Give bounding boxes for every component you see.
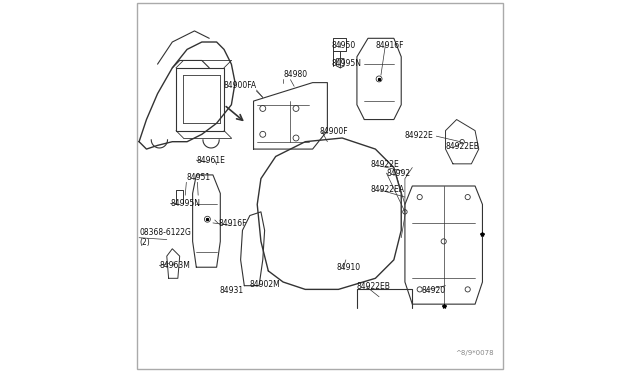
Text: 84995N: 84995N bbox=[170, 199, 200, 208]
Text: 84980: 84980 bbox=[283, 70, 307, 79]
Text: 84922E: 84922E bbox=[405, 131, 434, 140]
Text: 84931: 84931 bbox=[220, 286, 244, 295]
Text: 84963M: 84963M bbox=[159, 261, 190, 270]
Text: 84922EB: 84922EB bbox=[445, 142, 479, 151]
Text: 84922EB: 84922EB bbox=[357, 282, 391, 291]
Text: 84900F: 84900F bbox=[320, 127, 349, 136]
Text: 84992: 84992 bbox=[387, 169, 411, 177]
Text: 84900FA: 84900FA bbox=[223, 81, 257, 90]
Text: 84916F: 84916F bbox=[218, 219, 247, 228]
Text: ^8/9*0078: ^8/9*0078 bbox=[455, 350, 493, 356]
Text: 84910: 84910 bbox=[337, 263, 361, 272]
Text: 84951: 84951 bbox=[186, 173, 211, 182]
Text: 84961E: 84961E bbox=[196, 155, 225, 165]
Text: 84902M: 84902M bbox=[250, 280, 280, 289]
Text: 84922EA: 84922EA bbox=[371, 185, 405, 194]
Text: 84920: 84920 bbox=[422, 286, 445, 295]
Text: 84916F: 84916F bbox=[376, 41, 404, 50]
Text: 84995N: 84995N bbox=[331, 59, 361, 68]
Text: 08368-6122G
(2): 08368-6122G (2) bbox=[139, 228, 191, 247]
Text: 84922E: 84922E bbox=[371, 160, 400, 169]
Text: 84950: 84950 bbox=[331, 41, 355, 50]
